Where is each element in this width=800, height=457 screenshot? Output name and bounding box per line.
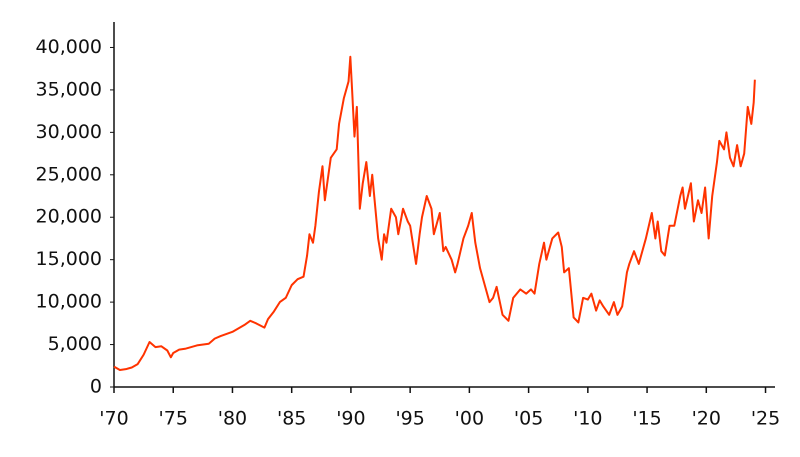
y-tick-label: 35,000 bbox=[36, 78, 102, 100]
x-tick-label: '25 bbox=[751, 408, 780, 430]
y-tick-label: 30,000 bbox=[36, 121, 102, 143]
x-tick-label: '10 bbox=[573, 408, 602, 430]
x-tick-label: '80 bbox=[218, 408, 247, 430]
y-tick-label: 10,000 bbox=[36, 291, 102, 313]
y-tick-label: 0 bbox=[90, 376, 102, 398]
series-line bbox=[113, 55, 756, 372]
y-tick-label: 25,000 bbox=[36, 163, 102, 185]
y-tick-label: 20,000 bbox=[36, 206, 102, 228]
y-tick-label: 40,000 bbox=[36, 36, 102, 58]
x-tick-label: '90 bbox=[336, 408, 365, 430]
x-tick-label: '75 bbox=[159, 408, 188, 430]
x-tick-label: '95 bbox=[395, 408, 424, 430]
x-tick-label: '20 bbox=[692, 408, 721, 430]
x-tick-label: '05 bbox=[514, 408, 543, 430]
x-tick-label: '15 bbox=[632, 408, 661, 430]
x-tick-label: '00 bbox=[455, 408, 484, 430]
y-tick-label: 15,000 bbox=[36, 248, 102, 270]
x-tick-label: '70 bbox=[99, 408, 128, 430]
y-tick-label: 5,000 bbox=[48, 333, 102, 355]
x-tick-label: '85 bbox=[277, 408, 306, 430]
